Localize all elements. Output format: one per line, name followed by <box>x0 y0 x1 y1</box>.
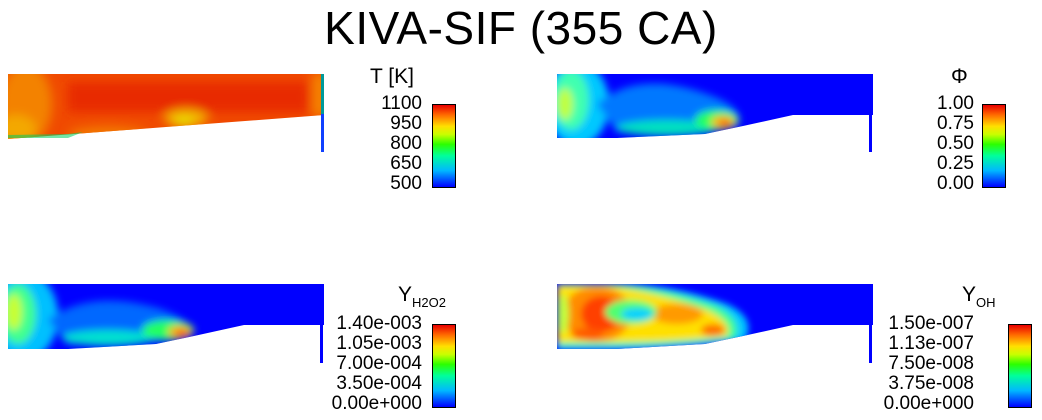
h2o2-colorbar-ticks: 1.40e-003 1.05e-003 7.00e-004 3.50e-004 … <box>318 314 422 414</box>
tick-label: 0.75 <box>937 113 974 134</box>
phi-colorbar-label: Φ <box>951 65 968 88</box>
oh-label-main: Y <box>962 283 977 306</box>
tick-label: 1.00 <box>937 93 974 114</box>
tick-label: 0.00 <box>937 173 974 194</box>
h2o2-colorbar <box>432 324 456 408</box>
tick-label: 0.00e+000 <box>331 393 422 414</box>
phi-colorbar-ticks: 1.00 0.75 0.50 0.25 0.00 <box>906 94 974 194</box>
tick-label: 950 <box>390 113 422 134</box>
oh-colorbar-ticks: 1.50e-007 1.13e-007 7.50e-008 3.75e-008 … <box>870 314 974 414</box>
h2o2-label-main: Y <box>398 283 413 306</box>
tick-label: 1.40e-003 <box>336 313 422 334</box>
tick-label: 3.75e-008 <box>888 373 974 394</box>
oh-colorbar <box>1008 324 1032 408</box>
temperature-colorbar-label: T [K] <box>370 65 414 88</box>
tick-label: 800 <box>390 133 422 154</box>
tick-label: 1.13e-007 <box>888 333 974 354</box>
phi-contour <box>557 74 877 154</box>
temperature-colorbar <box>432 104 456 188</box>
tick-label: 1100 <box>381 93 422 114</box>
phi-colorbar <box>982 104 1006 188</box>
tick-label: 1.50e-007 <box>888 313 974 334</box>
tick-label: 3.50e-004 <box>336 373 422 394</box>
figure-title: KIVA-SIF (355 CA) <box>324 2 718 54</box>
temperature-colorbar-ticks: 1100 950 800 650 500 <box>340 94 422 194</box>
tick-label: 500 <box>390 173 422 194</box>
h2o2-label-sub: H2O2 <box>412 295 446 310</box>
tick-label: 7.00e-004 <box>336 353 422 374</box>
tick-label: 650 <box>390 153 422 174</box>
h2o2-colorbar-label: YH2O2 <box>398 284 446 314</box>
tick-label: 0.25 <box>937 153 974 174</box>
oh-contour <box>557 284 877 366</box>
oh-colorbar-label: YOH <box>962 284 996 314</box>
tick-label: 1.05e-003 <box>336 333 422 354</box>
tick-label: 7.50e-008 <box>888 353 974 374</box>
tick-label: 0.50 <box>937 133 974 154</box>
oh-label-sub: OH <box>976 295 996 310</box>
h2o2-contour <box>8 284 328 366</box>
tick-label: 0.00e+000 <box>883 393 974 414</box>
temperature-contour <box>8 74 328 154</box>
